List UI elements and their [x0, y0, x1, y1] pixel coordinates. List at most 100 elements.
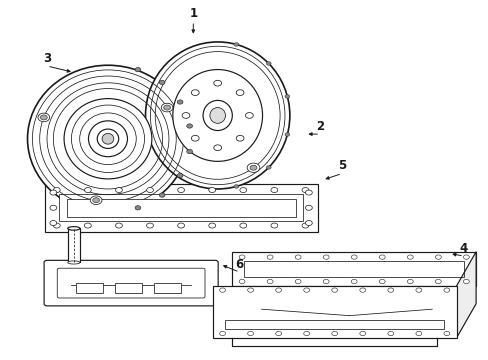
Circle shape	[213, 80, 221, 86]
Circle shape	[233, 42, 238, 46]
Bar	[44, 184, 317, 232]
Circle shape	[159, 80, 165, 85]
Text: 3: 3	[43, 51, 51, 64]
Circle shape	[163, 105, 170, 110]
Ellipse shape	[145, 42, 289, 189]
Circle shape	[239, 279, 244, 284]
Circle shape	[249, 165, 256, 170]
Circle shape	[186, 124, 192, 128]
Circle shape	[247, 331, 253, 336]
Text: 5: 5	[337, 159, 346, 172]
Circle shape	[285, 95, 289, 98]
Circle shape	[434, 255, 440, 259]
Circle shape	[115, 223, 122, 228]
Circle shape	[146, 188, 153, 193]
Ellipse shape	[203, 100, 232, 131]
Circle shape	[359, 331, 365, 336]
Text: 6: 6	[235, 258, 243, 271]
Circle shape	[240, 188, 246, 193]
Circle shape	[186, 149, 192, 154]
Circle shape	[407, 255, 412, 259]
Circle shape	[191, 135, 199, 141]
Circle shape	[350, 255, 356, 259]
Ellipse shape	[97, 129, 119, 148]
Circle shape	[359, 288, 365, 292]
Circle shape	[379, 279, 385, 284]
Circle shape	[302, 223, 308, 228]
Bar	[59, 194, 303, 221]
Circle shape	[443, 288, 449, 292]
Circle shape	[303, 331, 309, 336]
Circle shape	[245, 113, 253, 118]
Circle shape	[247, 288, 253, 292]
Circle shape	[53, 188, 60, 193]
Circle shape	[295, 255, 301, 259]
Polygon shape	[456, 252, 475, 338]
Circle shape	[219, 288, 225, 292]
Circle shape	[434, 279, 440, 284]
Circle shape	[387, 288, 393, 292]
Ellipse shape	[64, 99, 152, 179]
Circle shape	[182, 113, 189, 118]
Circle shape	[305, 190, 312, 195]
Circle shape	[191, 90, 199, 95]
Circle shape	[41, 115, 47, 120]
Circle shape	[246, 163, 259, 172]
Circle shape	[266, 255, 272, 259]
Circle shape	[275, 331, 281, 336]
Circle shape	[275, 288, 281, 292]
Bar	[154, 283, 181, 293]
Circle shape	[177, 100, 183, 104]
Circle shape	[379, 255, 385, 259]
Ellipse shape	[102, 134, 114, 144]
Text: 2: 2	[315, 120, 324, 133]
FancyBboxPatch shape	[44, 260, 218, 306]
Circle shape	[50, 205, 57, 210]
Polygon shape	[232, 252, 475, 286]
Ellipse shape	[88, 121, 127, 157]
Circle shape	[239, 255, 244, 259]
Circle shape	[236, 90, 244, 95]
Circle shape	[208, 188, 215, 193]
Bar	[66, 199, 295, 217]
Circle shape	[331, 288, 337, 292]
Circle shape	[50, 221, 57, 226]
Ellipse shape	[209, 108, 225, 123]
Circle shape	[84, 223, 91, 228]
Circle shape	[177, 223, 184, 228]
Circle shape	[135, 206, 141, 210]
Circle shape	[38, 113, 50, 122]
Ellipse shape	[172, 69, 262, 161]
Circle shape	[331, 331, 337, 336]
Circle shape	[240, 223, 246, 228]
Circle shape	[350, 279, 356, 284]
Text: 4: 4	[459, 242, 467, 255]
Circle shape	[323, 255, 328, 259]
Polygon shape	[212, 286, 456, 338]
Circle shape	[285, 133, 289, 136]
Circle shape	[270, 188, 277, 193]
Circle shape	[146, 223, 153, 228]
Ellipse shape	[27, 65, 188, 212]
Bar	[68, 228, 80, 262]
Circle shape	[159, 193, 165, 197]
Circle shape	[415, 288, 421, 292]
Circle shape	[463, 255, 468, 259]
Circle shape	[135, 68, 141, 72]
Circle shape	[161, 103, 173, 112]
Bar	[76, 283, 103, 293]
Bar	[115, 283, 142, 293]
Circle shape	[50, 190, 57, 195]
Ellipse shape	[68, 226, 80, 230]
FancyBboxPatch shape	[57, 268, 204, 298]
Circle shape	[415, 331, 421, 336]
Circle shape	[387, 331, 393, 336]
Circle shape	[90, 196, 102, 204]
Circle shape	[463, 279, 468, 284]
Circle shape	[266, 166, 270, 169]
Circle shape	[93, 198, 100, 203]
Circle shape	[177, 188, 184, 193]
Circle shape	[443, 331, 449, 336]
Circle shape	[295, 279, 301, 284]
Circle shape	[323, 279, 328, 284]
